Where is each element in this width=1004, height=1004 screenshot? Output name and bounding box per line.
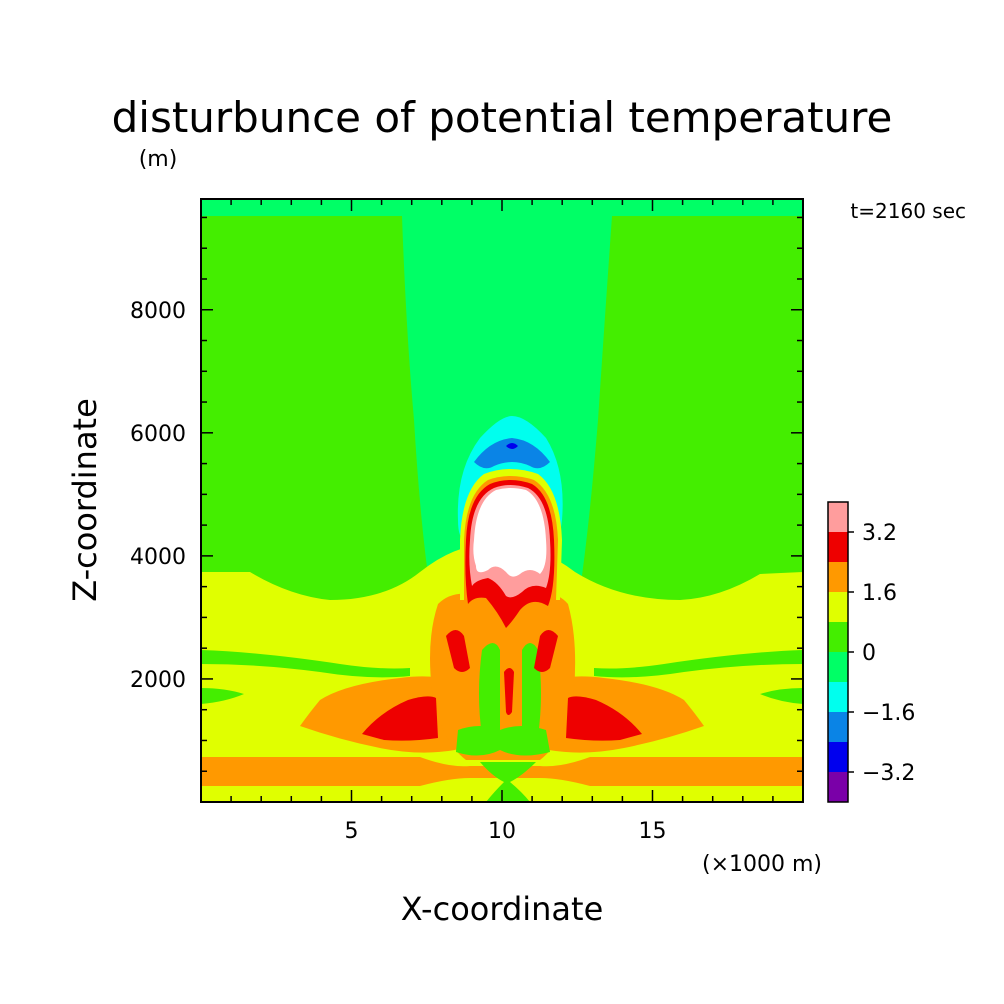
- colorbar-tick-label: −1.6: [862, 701, 915, 726]
- contour-core-green-bottom: [456, 726, 550, 756]
- contour-left-stripe-1: [201, 650, 410, 678]
- chart-title: disturbunce of potential temperature: [112, 93, 893, 142]
- contour-left-stripe-2: [201, 688, 244, 704]
- x-tick-label: 15: [639, 819, 667, 844]
- contour-right-inner-red: [534, 630, 558, 672]
- colorbar-swatch: [828, 652, 848, 682]
- x-tick-label: 5: [345, 819, 359, 844]
- y-tick-label: 2000: [130, 668, 186, 693]
- contour-right-red-patch: [566, 696, 642, 741]
- contour-left-red-patch: [362, 696, 438, 741]
- colorbar-swatch: [828, 622, 848, 652]
- x-axis-label: X-coordinate: [401, 890, 604, 928]
- y-tick-label: 4000: [130, 545, 186, 570]
- axes-group: 5 10 15 2000 4000 6000 8000: [130, 198, 804, 844]
- y-axis-unit: (m): [139, 147, 178, 172]
- colorbar-swatch: [828, 562, 848, 592]
- contour-surface-green-notch: [480, 762, 536, 802]
- colorbar-swatch: [828, 712, 848, 742]
- contour-blue-cap: [474, 438, 550, 469]
- x-tick-label: 10: [488, 819, 516, 844]
- contour-bubble-white-core: [473, 488, 547, 577]
- contour-center-red-streak: [504, 668, 514, 715]
- colorbar-swatch: [828, 682, 848, 712]
- contour-core-green-left: [479, 643, 500, 741]
- colorbar-tick-label: 1.6: [862, 581, 897, 606]
- contour-deep-blue-spot: [506, 443, 518, 449]
- colorbar-swatch: [828, 532, 848, 562]
- colorbar: −3.2 −1.6 0 1.6 3.2: [827, 501, 915, 803]
- colorbar-tick-label: −3.2: [862, 761, 915, 786]
- y-tick-label: 8000: [130, 299, 186, 324]
- contour-plot-area: [201, 199, 803, 802]
- y-tick-label: 6000: [130, 422, 186, 447]
- colorbar-tick-label: 3.2: [862, 521, 897, 546]
- colorbar-swatch: [828, 742, 848, 772]
- contour-right-stripe-2: [760, 688, 803, 704]
- x-axis-unit: (×1000 m): [702, 852, 822, 877]
- colorbar-swatch: [828, 502, 848, 532]
- time-label: t=2160 sec: [850, 199, 966, 223]
- contour-left-inner-red: [446, 630, 470, 672]
- colorbar-swatch: [828, 592, 848, 622]
- colorbar-swatch: [828, 772, 848, 802]
- contour-right-stripe-1: [594, 650, 803, 678]
- colorbar-tick-label: 0: [862, 641, 876, 666]
- y-axis-label: Z-coordinate: [66, 398, 104, 602]
